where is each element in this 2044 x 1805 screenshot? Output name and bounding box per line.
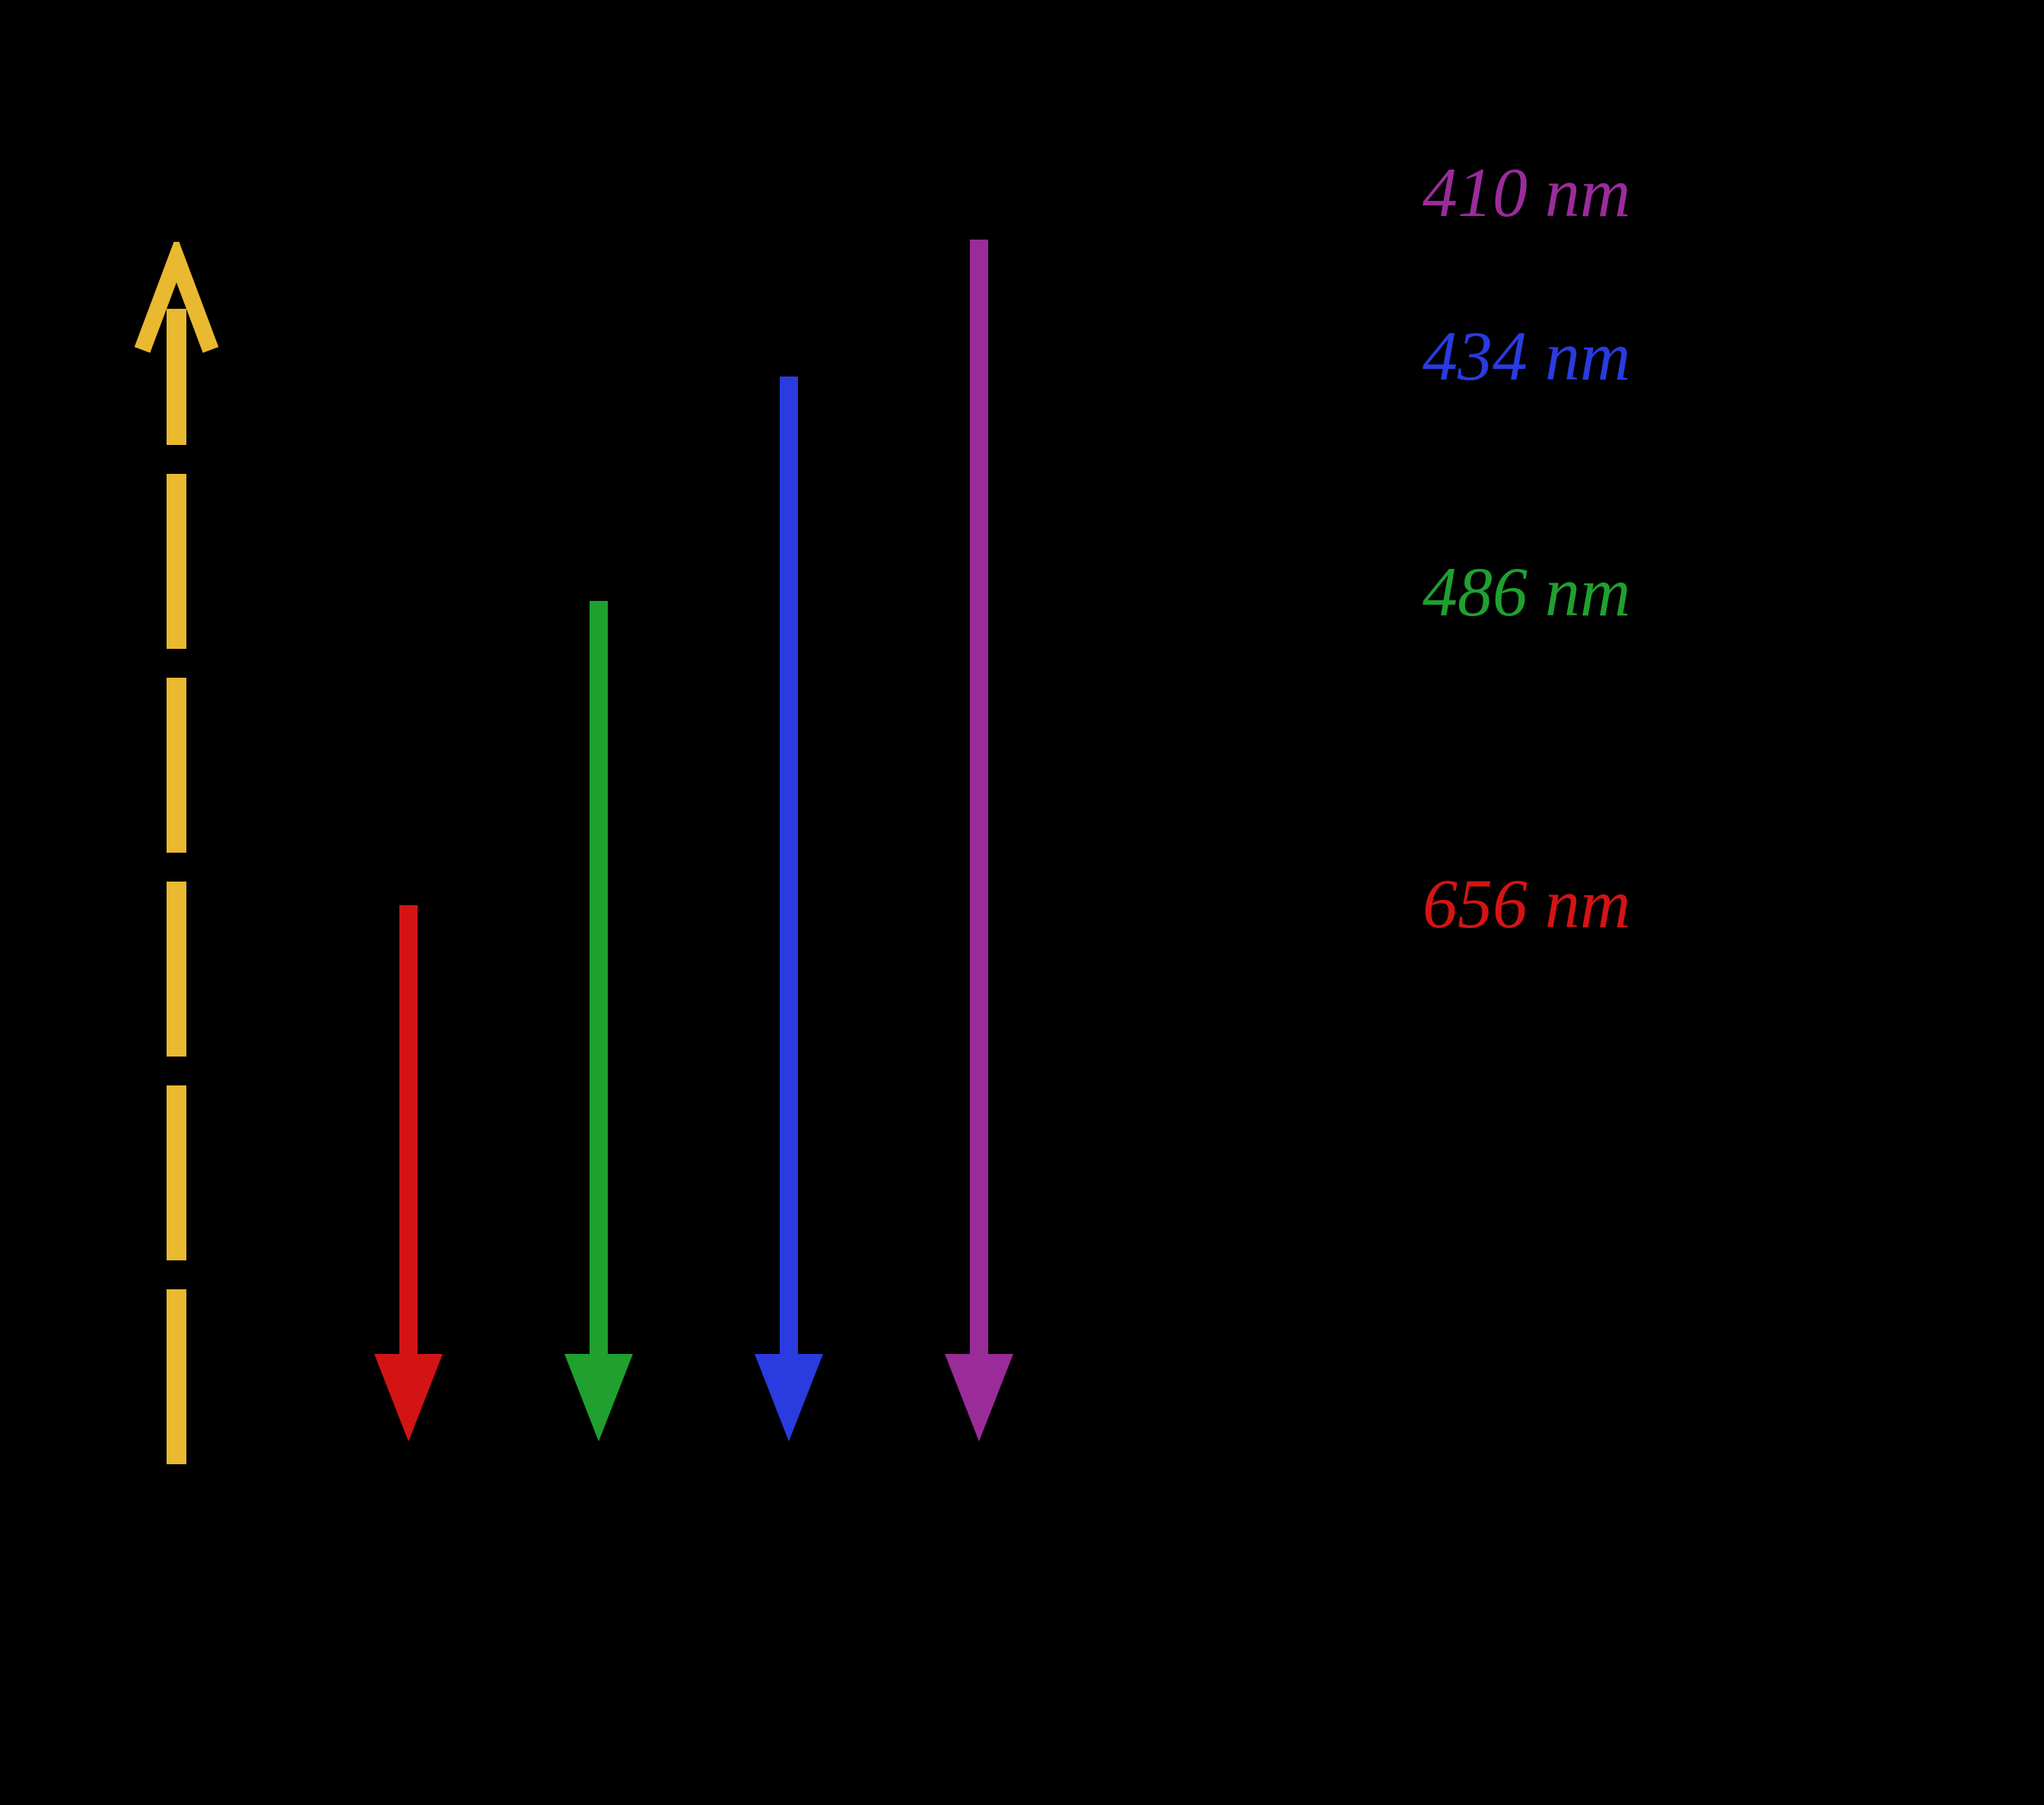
energy-arrow (0, 0, 2044, 1805)
energy-arrow-dash (167, 474, 186, 649)
energy-arrow-head (126, 242, 227, 367)
diagram-canvas: 410 nm 434 nm 486 nm 656 nm (0, 0, 2044, 1805)
energy-arrow-dash (167, 882, 186, 1057)
energy-arrow-dash (167, 678, 186, 853)
energy-arrow-dash (167, 1289, 186, 1464)
energy-arrow-dash (167, 1085, 186, 1260)
